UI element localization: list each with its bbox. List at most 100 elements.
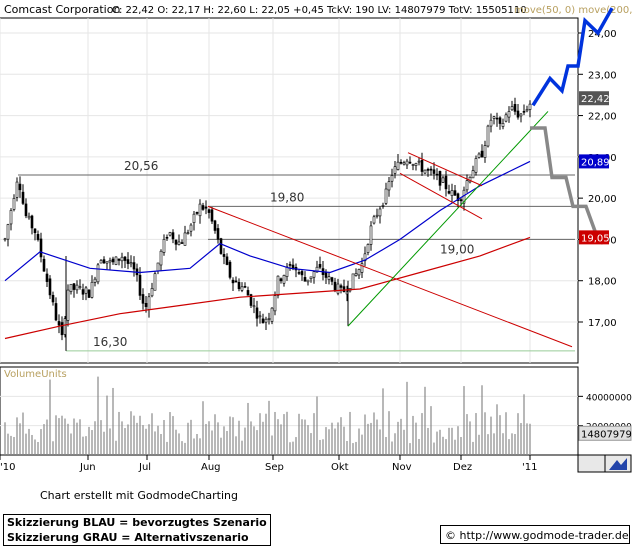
candle-body bbox=[84, 287, 88, 294]
candle-body bbox=[522, 111, 526, 113]
candle-body bbox=[90, 281, 94, 298]
candle-body bbox=[108, 260, 112, 263]
candle-body bbox=[204, 206, 208, 209]
candle-body bbox=[228, 261, 232, 278]
candle-body bbox=[126, 259, 130, 264]
candle-body bbox=[78, 286, 82, 288]
blue-scenario-path bbox=[531, 7, 614, 107]
candle-body bbox=[474, 158, 478, 173]
source-url: http://www.godmode-trader.de bbox=[459, 529, 629, 542]
candle-body bbox=[171, 232, 175, 240]
candle-body bbox=[30, 215, 34, 229]
candle-body bbox=[498, 117, 502, 124]
candle-body bbox=[96, 264, 100, 283]
candle-body bbox=[366, 244, 370, 253]
candle-body bbox=[501, 123, 505, 127]
source-link[interactable]: © http://www.godmode-trader.de bbox=[440, 525, 630, 544]
candle-body bbox=[402, 162, 406, 165]
candle-body bbox=[60, 322, 64, 336]
time-tick-label: Jul bbox=[138, 462, 151, 473]
volume-last-label: 14807979 bbox=[581, 429, 632, 440]
candle-body bbox=[249, 294, 253, 306]
candle-body bbox=[393, 166, 397, 174]
candle-body bbox=[42, 258, 46, 272]
candle-body bbox=[216, 228, 220, 240]
candle-body bbox=[414, 163, 418, 166]
candle-body bbox=[432, 169, 436, 174]
candle-body bbox=[447, 191, 451, 194]
candle-body bbox=[243, 286, 247, 288]
candle-body bbox=[399, 162, 403, 164]
candle-body bbox=[240, 286, 244, 291]
candle-body bbox=[138, 274, 142, 296]
candle-body bbox=[132, 262, 136, 270]
candle-body bbox=[75, 284, 79, 291]
candle-body bbox=[168, 232, 172, 236]
candle-body bbox=[441, 177, 445, 183]
candle-body bbox=[513, 104, 517, 112]
candle-body bbox=[114, 256, 118, 265]
candle-body bbox=[330, 277, 334, 282]
candle-body bbox=[234, 280, 238, 283]
candle-body bbox=[444, 175, 448, 190]
candle-body bbox=[417, 160, 421, 163]
candle-body bbox=[21, 191, 25, 204]
candle-body bbox=[246, 290, 250, 296]
candle-body bbox=[39, 238, 43, 258]
level-label: 19,00 bbox=[440, 242, 474, 256]
volume-bars bbox=[4, 376, 531, 455]
candle-body bbox=[504, 114, 508, 122]
time-tick-label: Nov bbox=[392, 462, 412, 473]
candle-body bbox=[237, 282, 241, 290]
chart-canvas: Comcast Corporation C: 22,42 O: 22,17 H:… bbox=[0, 3, 633, 473]
candle-body bbox=[207, 209, 211, 213]
time-tick-label: Dez bbox=[453, 462, 472, 473]
chart-type-icon bbox=[609, 458, 627, 470]
candle-body bbox=[453, 190, 457, 196]
candle-body bbox=[483, 145, 487, 158]
price-tick-label: 23,00 bbox=[588, 70, 617, 81]
candle-body bbox=[231, 279, 235, 284]
candle-body bbox=[18, 183, 22, 191]
candle-body bbox=[492, 116, 496, 119]
price-tick-label: 24,00 bbox=[588, 29, 617, 40]
candle-body bbox=[507, 111, 511, 118]
candle-body bbox=[51, 294, 55, 303]
candle-body bbox=[459, 199, 463, 202]
candle-body bbox=[390, 175, 394, 182]
time-tick-label: '10 bbox=[0, 462, 15, 473]
candle-body bbox=[339, 285, 343, 288]
time-tick-label: Sep bbox=[265, 462, 284, 473]
candle-body bbox=[222, 254, 226, 257]
candle-body bbox=[510, 106, 514, 111]
ma200-line bbox=[4, 236, 531, 340]
candle-body bbox=[255, 307, 259, 319]
candle-body bbox=[66, 289, 70, 321]
candle-body bbox=[33, 228, 37, 234]
copyright-icon: © bbox=[445, 529, 456, 542]
price-tick-label: 22,00 bbox=[588, 112, 617, 123]
candle-body bbox=[351, 273, 355, 290]
candle-body bbox=[150, 288, 154, 297]
candle-body bbox=[378, 208, 382, 217]
level-label: 19,80 bbox=[270, 190, 304, 204]
candle-body bbox=[45, 273, 49, 282]
candle-body bbox=[198, 203, 202, 217]
candle-body bbox=[153, 273, 157, 291]
candle-body bbox=[438, 171, 442, 186]
candle-body bbox=[129, 262, 133, 265]
candle-body bbox=[27, 215, 31, 219]
candle-body bbox=[189, 224, 193, 232]
price-tag-box bbox=[579, 230, 609, 245]
price-tag-label: 20,89 bbox=[581, 157, 610, 168]
candle-body bbox=[261, 318, 265, 324]
volume-title: VolumeUnits bbox=[4, 369, 67, 380]
zoom-widget[interactable] bbox=[577, 454, 606, 473]
candle-body bbox=[183, 232, 187, 246]
chart-title: Comcast Corporation bbox=[4, 3, 120, 16]
candle-body bbox=[285, 266, 289, 277]
candle-body bbox=[141, 294, 145, 304]
candle-body bbox=[87, 289, 91, 298]
candle-body bbox=[480, 150, 484, 158]
